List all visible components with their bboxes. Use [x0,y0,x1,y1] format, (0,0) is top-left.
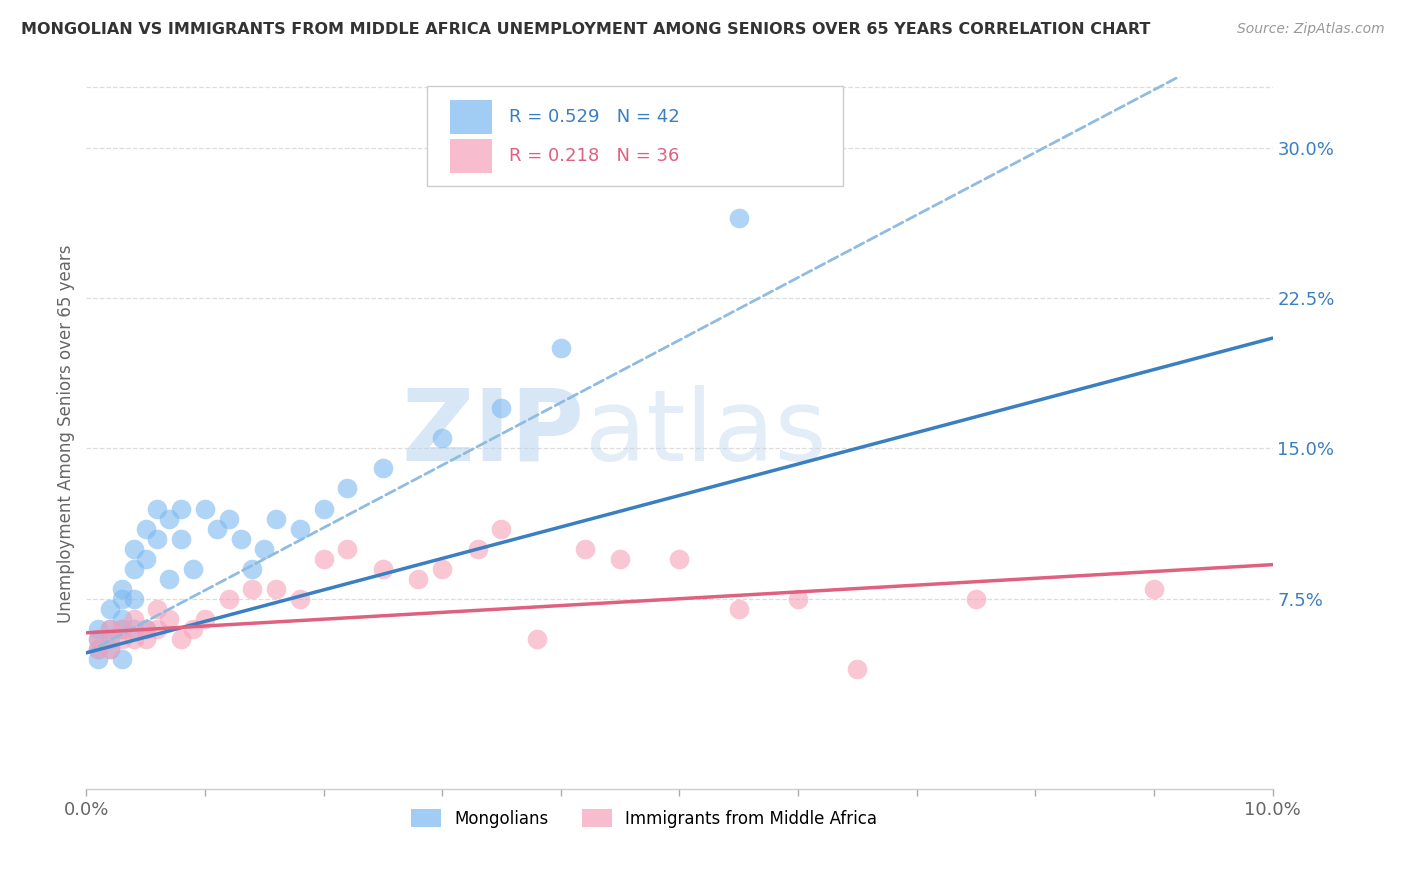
Point [135,622,157,636]
Point [98,632,121,646]
Point [122,591,145,606]
Point [312,551,335,566]
Text: atlas: atlas [585,384,827,482]
Point [122,541,145,556]
Point [135,622,157,636]
Point [550,341,572,355]
Point [135,551,157,566]
Text: R = 0.218   N = 36: R = 0.218 N = 36 [509,147,679,165]
Point [135,632,157,646]
Point [122,612,145,626]
Text: MONGOLIAN VS IMMIGRANTS FROM MIDDLE AFRICA UNEMPLOYMENT AMONG SENIORS OVER 65 YE: MONGOLIAN VS IMMIGRANTS FROM MIDDLE AFRI… [21,22,1150,37]
Point [430,562,453,576]
Point [194,612,217,626]
Point [240,562,263,576]
Point [87,622,110,636]
Point [157,572,180,586]
Point [87,641,110,656]
Point [146,501,169,516]
Point [111,652,134,666]
Point [111,632,134,646]
Point [668,551,690,566]
Point [288,591,311,606]
Point [1143,582,1166,596]
Point [253,541,276,556]
Point [87,641,110,656]
Point [170,532,193,546]
Point [122,562,145,576]
Point [288,522,311,536]
Point [371,461,394,475]
Point [491,401,513,416]
Point [491,522,513,536]
Point [157,511,180,525]
Point [727,601,749,615]
Point [181,622,204,636]
Point [229,532,252,546]
Text: R = 0.529   N = 42: R = 0.529 N = 42 [509,108,679,126]
Point [194,501,217,516]
Point [87,632,110,646]
Point [98,622,121,636]
Point [87,632,110,646]
Point [371,562,394,576]
FancyBboxPatch shape [450,100,492,134]
Point [87,652,110,666]
Point [111,612,134,626]
Point [336,541,359,556]
Point [218,511,240,525]
Point [122,622,145,636]
Point [312,501,335,516]
Point [205,522,228,536]
Point [146,532,169,546]
Point [526,632,548,646]
Point [98,622,121,636]
Point [146,622,169,636]
Point [727,211,749,225]
Point [787,591,810,606]
Point [574,541,596,556]
Point [146,601,169,615]
Point [170,632,193,646]
Point [135,522,157,536]
Point [609,551,631,566]
Point [111,582,134,596]
Point [430,431,453,445]
Point [111,591,134,606]
Point [264,582,287,596]
Legend: Mongolians, Immigrants from Middle Africa: Mongolians, Immigrants from Middle Afric… [404,803,883,834]
Point [111,622,134,636]
FancyBboxPatch shape [450,138,492,173]
Point [264,511,287,525]
Point [98,641,121,656]
Point [846,662,869,676]
Point [218,591,240,606]
Point [98,641,121,656]
Point [181,562,204,576]
Point [408,572,430,586]
Point [240,582,263,596]
Point [98,601,121,615]
FancyBboxPatch shape [427,86,844,186]
Point [122,632,145,646]
Text: ZIP: ZIP [402,384,585,482]
Y-axis label: Unemployment Among Seniors over 65 years: Unemployment Among Seniors over 65 years [58,244,75,623]
Point [170,501,193,516]
Point [467,541,489,556]
Point [157,612,180,626]
Point [965,591,987,606]
Point [336,482,359,496]
Text: Source: ZipAtlas.com: Source: ZipAtlas.com [1237,22,1385,37]
Point [111,622,134,636]
